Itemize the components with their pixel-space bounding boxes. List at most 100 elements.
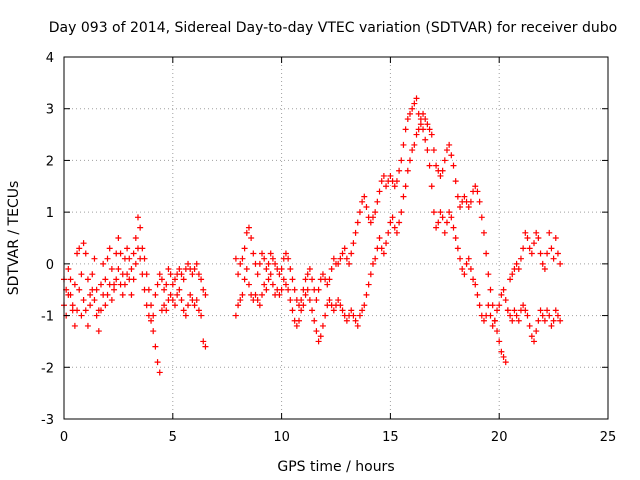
data-point (74, 250, 81, 257)
data-point (185, 302, 192, 309)
data-point (441, 157, 448, 164)
data-point (465, 203, 472, 210)
data-point (278, 286, 285, 293)
data-point (450, 224, 457, 231)
data-point (282, 250, 289, 257)
data-point (261, 281, 268, 288)
data-point (433, 224, 440, 231)
data-point (428, 183, 435, 190)
data-point (272, 260, 279, 267)
data-point (326, 276, 333, 283)
data-point (256, 302, 263, 309)
data-point (91, 297, 98, 304)
data-point (387, 172, 394, 179)
data-point (132, 260, 139, 267)
data-point (191, 266, 198, 273)
data-point (298, 307, 305, 314)
data-point (232, 312, 239, 319)
data-point (472, 183, 479, 190)
data-point (285, 286, 292, 293)
data-point (124, 245, 131, 252)
data-point (132, 235, 139, 241)
data-point (130, 250, 137, 257)
data-point (380, 172, 387, 179)
data-point (74, 307, 81, 314)
data-point (457, 255, 464, 262)
data-point (376, 188, 383, 195)
data-point (300, 302, 307, 309)
data-point (89, 271, 96, 278)
data-point (293, 322, 300, 329)
data-point (78, 312, 85, 319)
data-point (328, 266, 335, 273)
data-point (263, 266, 270, 273)
data-point (378, 178, 385, 185)
data-points (61, 95, 564, 376)
data-point (348, 250, 355, 257)
data-point (269, 281, 276, 288)
data-point (202, 291, 209, 298)
data-point (474, 291, 481, 298)
data-point (326, 297, 333, 304)
data-point (404, 167, 411, 174)
data-point (200, 286, 207, 293)
data-point (413, 131, 420, 138)
data-point (319, 322, 326, 329)
data-point (393, 229, 400, 236)
data-point (517, 255, 524, 262)
data-point (359, 307, 366, 314)
data-point (93, 312, 100, 319)
data-point (380, 250, 387, 257)
data-point (485, 271, 492, 278)
data-point (148, 317, 155, 324)
data-point (161, 286, 168, 293)
data-point (154, 281, 161, 288)
data-point (84, 322, 91, 329)
data-point (80, 240, 87, 247)
data-point (309, 307, 316, 314)
data-point (241, 245, 248, 252)
data-point (193, 260, 200, 267)
data-point (548, 245, 555, 252)
data-point (304, 271, 311, 278)
data-point (428, 131, 435, 138)
data-point (232, 255, 239, 262)
data-point (302, 291, 309, 298)
data-point (369, 260, 376, 267)
data-point (550, 317, 557, 324)
data-point (69, 302, 76, 309)
data-point (165, 266, 172, 273)
data-point (291, 286, 298, 293)
data-point (463, 260, 470, 267)
data-point (128, 291, 135, 298)
data-point (400, 193, 407, 200)
x-tick-label: 25 (600, 430, 617, 445)
data-point (548, 322, 555, 329)
data-point (450, 162, 457, 169)
data-point (531, 338, 538, 345)
data-point (248, 235, 255, 241)
data-point (180, 276, 187, 283)
data-point (474, 188, 481, 195)
data-point (350, 240, 357, 247)
data-point (106, 245, 113, 252)
series-2 (61, 116, 564, 376)
data-point (267, 250, 274, 257)
data-point (424, 121, 431, 128)
data-point (515, 317, 522, 324)
data-point (87, 302, 94, 309)
data-point (330, 307, 337, 314)
data-point (108, 266, 115, 273)
data-point (489, 322, 496, 329)
data-point (339, 250, 346, 257)
data-point (535, 317, 542, 324)
x-axis-label: GPS time / hours (277, 459, 394, 475)
x-tick-label: 20 (491, 430, 508, 445)
data-point (330, 255, 337, 262)
data-point (241, 276, 248, 283)
data-point (454, 245, 461, 252)
data-point (137, 255, 144, 262)
data-point (71, 281, 78, 288)
y-tick-label: 1 (46, 206, 54, 221)
data-point (513, 260, 520, 267)
